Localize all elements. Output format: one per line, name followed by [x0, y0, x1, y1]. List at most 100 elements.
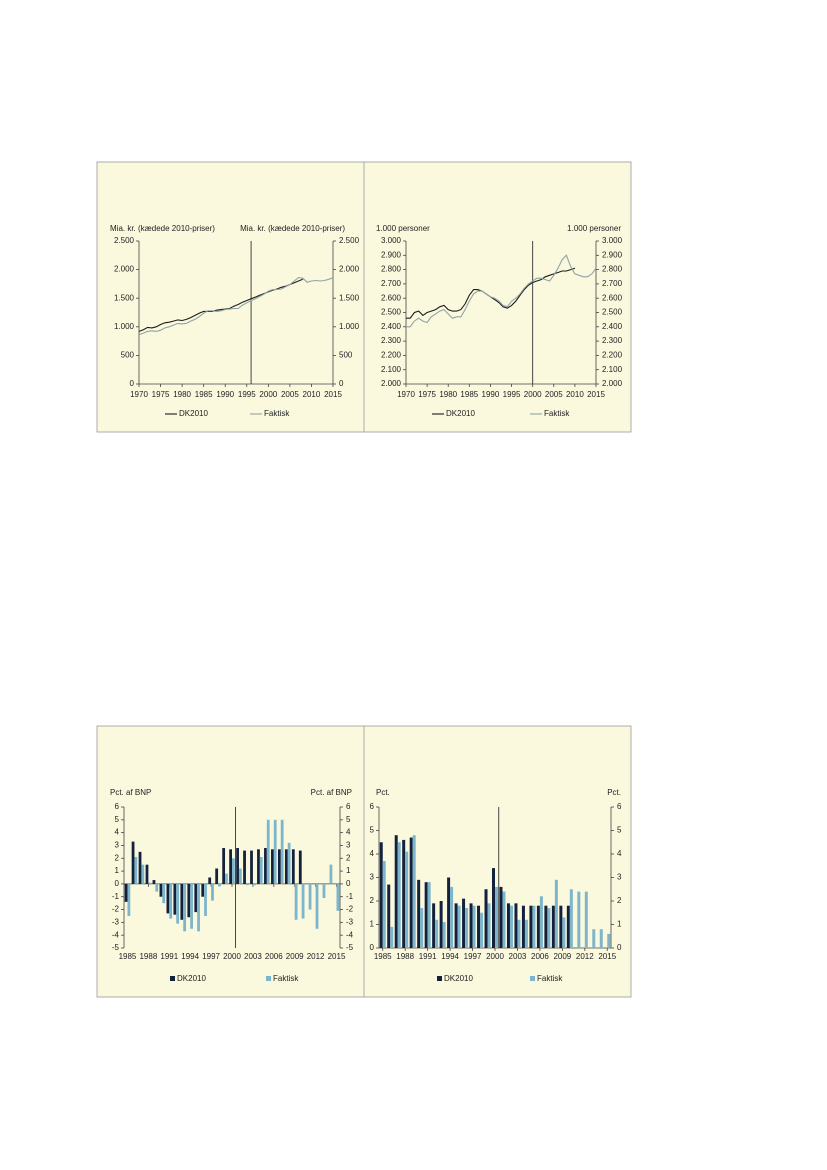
bar: [173, 883, 177, 915]
x-tick-label: 1980: [439, 390, 457, 399]
y2-tick-label: 2.200: [602, 351, 623, 360]
bar: [124, 883, 128, 902]
x-tick-label: 1970: [397, 390, 415, 399]
y-tick-label: 2: [370, 896, 375, 905]
y-tick-label: 2.500: [381, 308, 402, 317]
y2-tick-label: 6: [346, 802, 351, 811]
bar: [379, 842, 383, 948]
x-tick-label: 2000: [223, 952, 241, 961]
bar: [514, 903, 518, 948]
legend-swatch: [437, 976, 442, 981]
bar: [439, 901, 443, 948]
bar: [257, 849, 260, 884]
bar: [487, 903, 491, 948]
y-tick-label: 3.000: [381, 236, 402, 245]
x-tick-label: 1988: [139, 952, 157, 961]
x-tick-label: 1988: [396, 952, 414, 961]
bar: [271, 849, 274, 884]
bar: [432, 903, 436, 948]
bar: [127, 883, 131, 916]
bar: [495, 886, 498, 948]
y-tick-label: 2.600: [381, 293, 402, 302]
y-tick-label: 0: [370, 943, 375, 952]
y-tick-label: 1: [370, 920, 375, 929]
bar: [215, 868, 219, 884]
legend-label: DK2010: [444, 974, 473, 983]
bar: [417, 879, 421, 948]
bar: [480, 912, 484, 948]
y2-tick-label: 2.100: [602, 365, 623, 374]
bar: [315, 883, 319, 929]
y2-tick-label: 4: [617, 849, 622, 858]
bar: [529, 905, 533, 948]
x-tick-label: 2000: [259, 390, 277, 399]
y-tick-label: 1.500: [114, 293, 135, 302]
bar: [387, 884, 391, 948]
y-tick-label: 6: [115, 802, 120, 811]
x-tick-label: 1985: [374, 952, 392, 961]
x-tick-label: 1990: [482, 390, 500, 399]
y2-tick-label: 3: [617, 873, 622, 882]
legend-label: Faktisk: [264, 409, 290, 418]
bar: [559, 905, 563, 948]
x-tick-label: 1997: [202, 952, 220, 961]
y2-tick-label: -3: [346, 917, 354, 926]
legend-label: DK2010: [179, 409, 208, 418]
y-tick-label: -5: [112, 943, 120, 952]
bar: [405, 851, 409, 948]
bar: [245, 883, 249, 886]
y2-tick-label: 1: [617, 920, 622, 929]
y-tick-label: 2.400: [381, 322, 402, 331]
bar: [435, 919, 439, 948]
y-tick-label: 2.000: [381, 379, 402, 388]
bar: [424, 882, 428, 948]
bar: [211, 883, 214, 901]
y2-tick-label: 1.000: [339, 322, 360, 331]
y2-axis-label: 1.000 personer: [567, 224, 621, 233]
y-tick-label: -3: [112, 917, 120, 926]
bar: [266, 819, 270, 884]
x-tick-label: 1995: [503, 390, 521, 399]
bar: [287, 842, 291, 884]
legend-swatch: [266, 976, 271, 981]
bar: [148, 882, 152, 884]
bar: [547, 908, 551, 948]
x-tick-label: 1997: [464, 952, 482, 961]
y-tick-label: -1: [112, 892, 120, 901]
bar: [521, 905, 525, 948]
bar: [294, 883, 298, 920]
x-tick-label: 2005: [545, 390, 563, 399]
bar: [499, 886, 503, 948]
x-tick-label: 2009: [286, 952, 304, 961]
bar: [562, 917, 566, 948]
y-tick-label: 2.300: [381, 336, 402, 345]
bar: [502, 891, 506, 948]
y-tick-label: 4: [115, 828, 120, 837]
y-tick-label: 0: [130, 379, 135, 388]
x-tick-label: 1991: [419, 952, 437, 961]
x-tick-label: 1980: [173, 390, 191, 399]
bar: [492, 868, 495, 948]
x-tick-label: 1985: [195, 390, 213, 399]
x-tick-label: 1970: [130, 390, 148, 399]
bar: [159, 883, 163, 897]
bar: [517, 919, 521, 948]
y-tick-label: 2.800: [381, 265, 402, 274]
x-tick-label: 2015: [324, 390, 342, 399]
y2-tick-label: 1.500: [339, 293, 360, 302]
bar: [197, 883, 200, 932]
x-tick-label: 2005: [281, 390, 299, 399]
bar: [427, 882, 431, 948]
bar: [291, 849, 295, 884]
bar: [465, 908, 469, 948]
bar: [402, 839, 406, 948]
bar: [322, 883, 326, 899]
y-tick-label: 3: [115, 841, 120, 850]
y-tick-label: 1: [115, 866, 120, 875]
bar: [569, 889, 573, 948]
y-tick-label: 2.100: [381, 365, 402, 374]
bar: [599, 929, 603, 948]
bar: [450, 886, 454, 948]
x-tick-label: 2003: [509, 952, 527, 961]
bar: [145, 864, 149, 884]
